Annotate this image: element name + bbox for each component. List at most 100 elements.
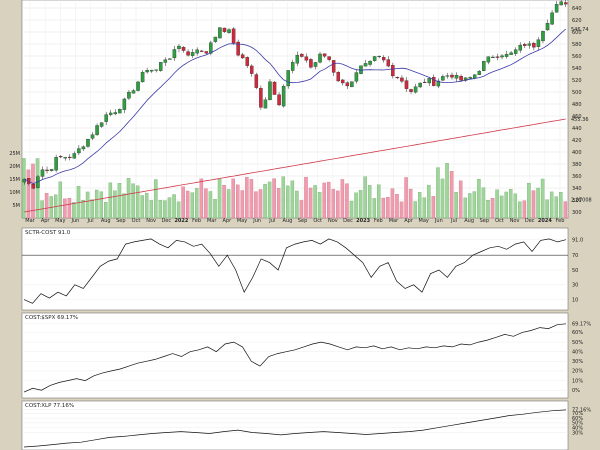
sma-200-line <box>24 118 566 213</box>
candle-body <box>268 81 272 101</box>
volume-bar <box>322 182 326 219</box>
x-tick-label: May <box>419 218 429 224</box>
sma-50-last-value: 546.74 <box>571 27 589 33</box>
sma-50-line <box>24 28 566 185</box>
volume-bar <box>390 188 395 219</box>
volume-bar <box>554 196 558 219</box>
price-tick-label: 300 <box>572 210 582 216</box>
candle-body <box>245 57 249 66</box>
volume-last-value: 2.07008 <box>571 198 592 204</box>
x-tick-label: 2024 <box>538 218 552 224</box>
price-tick-label: 500 <box>572 90 582 96</box>
volume-bar <box>436 167 440 219</box>
volume-bar <box>276 188 281 219</box>
volume-bar <box>240 190 245 219</box>
x-tick-label: Jul <box>450 218 457 224</box>
x-tick-label: Sep <box>116 218 125 224</box>
x-tick-label: Feb <box>192 218 201 224</box>
candle-body <box>304 56 309 61</box>
price-tick-label: 420 <box>572 138 582 144</box>
x-tick-label: Feb <box>374 218 383 224</box>
volume-bar <box>458 180 463 219</box>
candle-body <box>136 81 140 91</box>
volume-bar <box>58 181 63 219</box>
volume-bar <box>26 169 31 219</box>
volume-bar <box>222 185 226 219</box>
volume-bar <box>135 185 140 219</box>
candle-body <box>350 81 354 88</box>
volume-bar <box>254 191 258 219</box>
candle-body <box>309 59 313 68</box>
x-tick-label: Jun <box>434 218 443 224</box>
candle-body <box>554 4 559 13</box>
volume-bar <box>35 158 40 219</box>
candle-body <box>536 39 541 47</box>
candle-body <box>31 184 36 189</box>
candle-body <box>482 61 486 71</box>
spx-panel <box>21 312 569 399</box>
volume-bar <box>454 191 458 219</box>
volume-bar <box>208 191 213 219</box>
x-tick-label: Mar <box>207 218 217 224</box>
candle-body <box>40 169 45 177</box>
sctr-tick-label: 50 <box>572 268 578 274</box>
candle-body <box>113 112 118 115</box>
candle-body <box>400 77 404 82</box>
price-tick-label: 360 <box>572 174 582 180</box>
volume-bar <box>472 191 477 219</box>
spx-tick-label: 40% <box>572 349 583 355</box>
candle-body <box>118 109 122 114</box>
candle-body <box>186 51 190 56</box>
xlp-tick-label: 77.16% <box>572 408 591 414</box>
volume-bar <box>386 197 390 219</box>
volume-bar <box>235 184 240 219</box>
volume-bar <box>163 200 167 219</box>
x-tick-label: Nov <box>328 218 338 224</box>
candle-body <box>386 59 391 67</box>
volume-bar <box>63 198 67 219</box>
volume-bar <box>345 183 349 219</box>
volume-bar <box>504 191 508 219</box>
spx-tick-label: 20% <box>572 369 583 375</box>
candle-body <box>532 43 536 48</box>
price-tick-label: 580 <box>572 42 582 48</box>
sctr-tick-label: 10 <box>572 297 578 303</box>
candle-body <box>345 82 350 87</box>
volume-bar <box>481 187 486 219</box>
volume-bar <box>413 201 417 219</box>
candle-body <box>472 74 477 79</box>
volume-bar <box>363 176 367 219</box>
volume-bar <box>559 192 563 219</box>
volume-bar <box>85 191 90 219</box>
volume-bar <box>104 202 108 219</box>
price-tick-label: 640 <box>572 6 582 12</box>
candle-body <box>463 77 468 81</box>
x-tick-label: Dec <box>161 218 171 224</box>
volume-bar <box>195 188 199 219</box>
candle-body <box>108 112 113 115</box>
candle-body <box>172 49 177 59</box>
x-tick-label: Aug <box>464 218 474 224</box>
volume-bar <box>563 201 568 219</box>
xlp-tick-label: 70% <box>572 411 583 417</box>
xlp-tick-label: 30% <box>572 430 583 436</box>
price-tick-label: 320 <box>572 198 582 204</box>
candle-body <box>281 85 286 107</box>
candle-body <box>45 169 49 171</box>
candle-body <box>363 63 368 67</box>
candle-body <box>54 157 58 171</box>
x-tick-label: Mar <box>389 218 399 224</box>
price-tick-label: 440 <box>572 126 582 132</box>
volume-bar <box>518 201 522 219</box>
candle-body <box>181 47 186 51</box>
volume-bar <box>449 171 454 219</box>
xlp-title: COST:XLP 77.16% <box>25 403 74 409</box>
candle-body <box>418 82 422 88</box>
candle-body <box>436 80 441 87</box>
candle-body <box>450 74 454 78</box>
volume-bar <box>536 187 540 219</box>
volume-bar <box>108 182 113 219</box>
candle-body <box>404 80 409 89</box>
x-tick-label: Oct <box>313 218 322 224</box>
spx-tick-label: 50% <box>572 340 583 346</box>
